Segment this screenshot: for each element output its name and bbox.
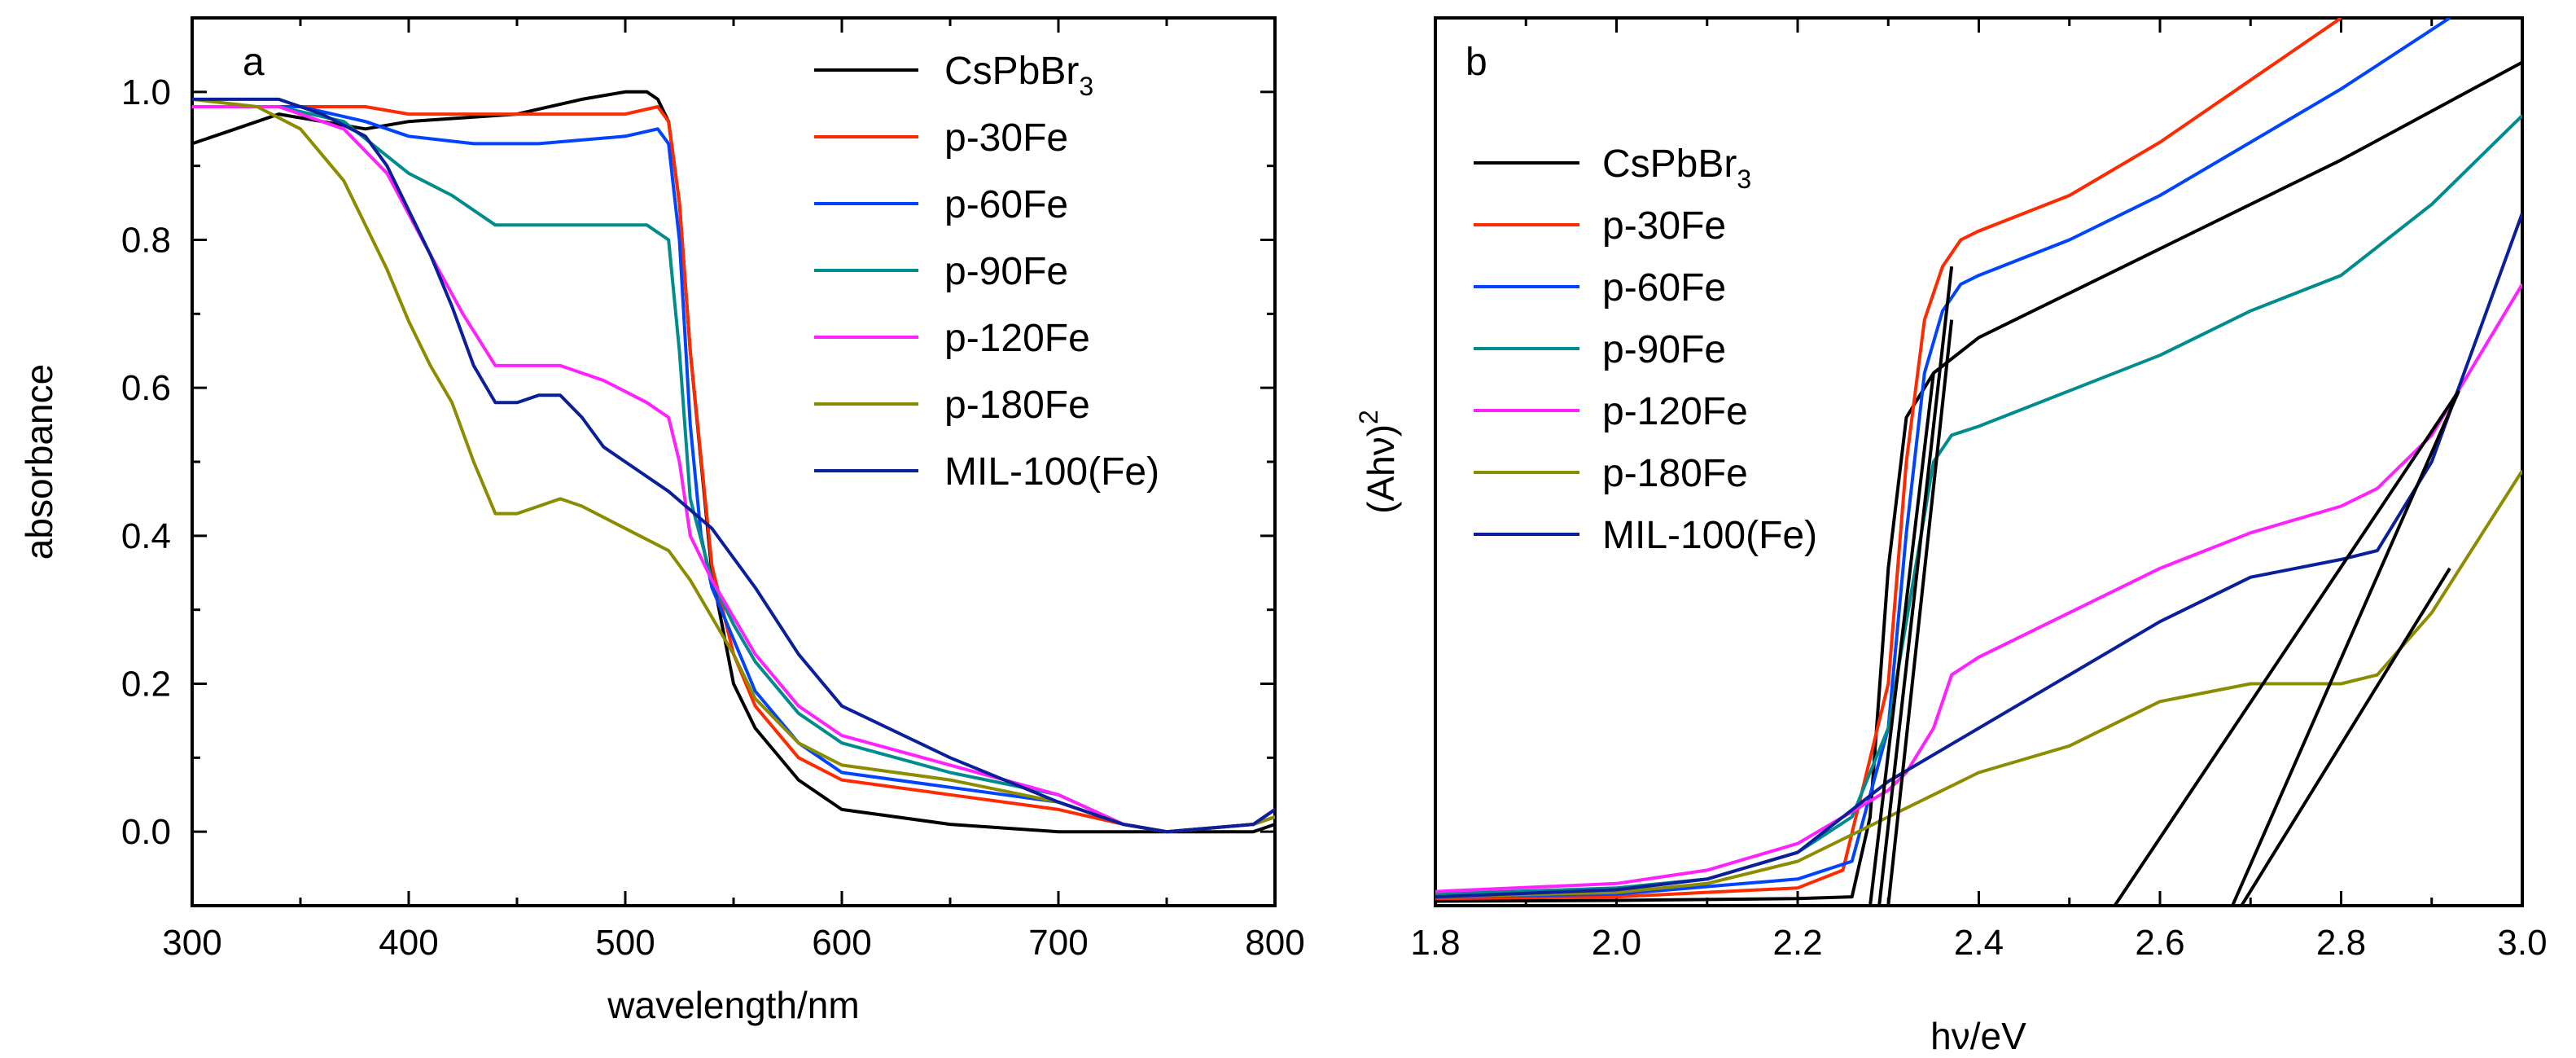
x-tick-label: 800 bbox=[1245, 923, 1304, 963]
x-tick-label: 2.0 bbox=[1592, 923, 1641, 963]
panel-b: 1.8 2.0 2.2 2.4 2.6 2.8 3.0 CsPbBr3 p-30Fe p-60F… bbox=[1354, 16, 2548, 1057]
series-line-p-120fe bbox=[1435, 283, 2522, 893]
legend-label-text: MIL-100(Fe) bbox=[1602, 514, 1817, 557]
y-tick-label: 0.4 bbox=[121, 516, 171, 556]
x-tick-label: 2.8 bbox=[2316, 923, 2366, 963]
legend-label: p-180Fe bbox=[944, 384, 1090, 427]
panel-a-ticks: 300 400 500 600 700 800 0.0 0.2 0.4 0.6 0.8 1.0 bbox=[121, 18, 1305, 963]
x-tick-label: 2.2 bbox=[1772, 923, 1822, 963]
panel-a-legend: CsPbBr3 p-30Fe p-60Fe p-90Fe p-120Fe p-180Fe M… bbox=[814, 50, 1159, 494]
tauc-tangent-line bbox=[1868, 372, 1935, 906]
legend-label: p-30Fe bbox=[1602, 204, 1726, 248]
x-tick-label: 3.0 bbox=[2497, 923, 2547, 963]
legend-label-text: MIL-100(Fe) bbox=[944, 450, 1159, 494]
legend-label: p-120Fe bbox=[1602, 390, 1748, 433]
legend-label-text: p-90Fe bbox=[944, 250, 1068, 293]
series-line-cspbbr3 bbox=[1435, 60, 2522, 903]
x-tick-label: 600 bbox=[812, 923, 871, 963]
series-line-p-60fe bbox=[1435, 18, 2451, 899]
panel-b-y-axis-title-sup: 2 bbox=[1354, 410, 1383, 424]
panel-b-label: b bbox=[1465, 41, 1487, 84]
panel-b-ticks: 1.8 2.0 2.2 2.4 2.6 2.8 3.0 bbox=[1410, 18, 2548, 963]
panel-b-series bbox=[1435, 18, 2522, 903]
y-tick-label: 0.2 bbox=[121, 665, 171, 705]
panel-b-y-axis-title: (Ahν)2 bbox=[1354, 410, 1402, 514]
x-tick-label: 400 bbox=[379, 923, 438, 963]
legend-label-text: p-30Fe bbox=[1602, 204, 1726, 248]
legend-label-text: p-60Fe bbox=[944, 183, 1068, 226]
x-tick-label: 700 bbox=[1028, 923, 1088, 963]
panel-b-y-axis-title-group: (Ahν)2 bbox=[1354, 410, 1402, 514]
legend-label-text: p-120Fe bbox=[944, 317, 1090, 360]
series-line-p-180fe bbox=[192, 97, 1275, 834]
y-tick-label: 1.0 bbox=[121, 72, 171, 112]
legend-label-text: p-120Fe bbox=[1602, 390, 1748, 433]
y-tick-label: 0.0 bbox=[121, 812, 171, 852]
panel-a-label: a bbox=[243, 41, 265, 84]
panel-b-tangents bbox=[1868, 266, 2460, 906]
legend-label-subscript: 3 bbox=[1737, 165, 1751, 194]
legend-label: p-90Fe bbox=[944, 250, 1068, 293]
tauc-tangent-line bbox=[2231, 389, 2460, 906]
legend-label: p-90Fe bbox=[1602, 328, 1726, 371]
legend-label-subscript: 3 bbox=[1079, 72, 1093, 101]
panel-a-series bbox=[192, 90, 1275, 834]
legend-label: p-60Fe bbox=[1602, 266, 1726, 309]
legend-label: MIL-100(Fe) bbox=[1602, 514, 1817, 557]
panel-a: 300 400 500 600 700 800 0.0 0.2 0.4 0.6 0.8 1.0 CsP… bbox=[18, 16, 1305, 1026]
x-tick-label: 1.8 bbox=[1410, 923, 1460, 963]
panel-b-legend: CsPbBr3 p-30Fe p-60Fe p-90Fe p-120Fe p-180Fe M… bbox=[1474, 143, 1817, 557]
legend-label-text: p-180Fe bbox=[944, 384, 1090, 427]
legend-label: p-120Fe bbox=[944, 317, 1090, 360]
legend-label: p-30Fe bbox=[944, 116, 1068, 160]
x-tick-label: 500 bbox=[595, 923, 655, 963]
legend-label: p-60Fe bbox=[944, 183, 1068, 226]
tauc-tangent-line bbox=[2240, 567, 2451, 906]
legend-label: MIL-100(Fe) bbox=[944, 450, 1159, 494]
y-tick-label: 0.8 bbox=[121, 221, 171, 261]
legend-label-text: CsPbBr bbox=[1602, 143, 1737, 186]
legend-label-text: p-180Fe bbox=[1602, 452, 1748, 495]
x-tick-label: 2.4 bbox=[1954, 923, 2004, 963]
legend-label-text: CsPbBr bbox=[944, 50, 1079, 93]
legend-label: CsPbBr3 bbox=[1602, 143, 1751, 194]
legend-label-text: p-30Fe bbox=[944, 116, 1068, 160]
legend-label-text: p-90Fe bbox=[1602, 328, 1726, 371]
series-line-mil-100-fe- bbox=[192, 97, 1275, 834]
series-line-p-30fe bbox=[192, 105, 1275, 834]
legend-label: CsPbBr3 bbox=[944, 50, 1093, 101]
series-line-p-180fe bbox=[1435, 469, 2522, 899]
tauc-tangent-line bbox=[1877, 266, 1954, 906]
tauc-tangent-line bbox=[2113, 389, 2460, 906]
panel-a-x-axis-title: wavelength/nm bbox=[607, 984, 859, 1026]
legend-label: p-180Fe bbox=[1602, 452, 1748, 495]
tauc-tangent-line bbox=[1886, 319, 1954, 906]
series-line-p-30fe bbox=[1435, 18, 2342, 901]
y-tick-label: 0.6 bbox=[121, 368, 171, 408]
x-tick-label: 2.6 bbox=[2135, 923, 2184, 963]
panel-b-y-axis-title-base: (Ahν) bbox=[1360, 424, 1402, 514]
x-tick-label: 300 bbox=[162, 923, 221, 963]
series-line-mil-100-fe- bbox=[1435, 213, 2522, 899]
legend-label-text: p-60Fe bbox=[1602, 266, 1726, 309]
panel-b-x-axis-title: hν/eV bbox=[1930, 1015, 2026, 1057]
panel-a-y-axis-title: absorbance bbox=[18, 364, 60, 560]
